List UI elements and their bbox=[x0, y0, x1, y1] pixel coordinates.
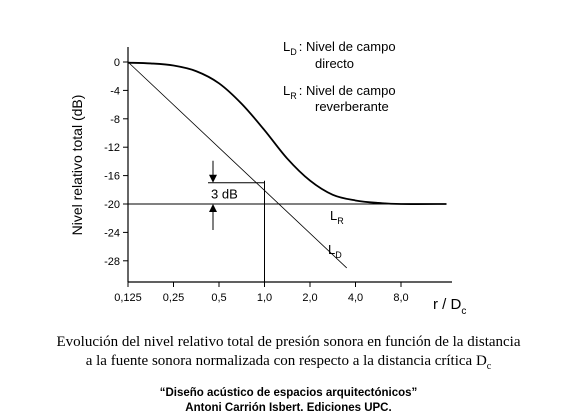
x-axis-label-main: r / D bbox=[433, 296, 461, 313]
curve-label-lr: LR bbox=[330, 208, 344, 226]
legend-lr-sub: R bbox=[290, 91, 297, 101]
x-tick-label: 1,0 bbox=[257, 292, 272, 304]
caption-line2-text: a la fuente sonora normalizada con respe… bbox=[85, 353, 487, 369]
annotation-3db: 3 dB bbox=[209, 160, 238, 230]
y-tick-label: 0 bbox=[114, 57, 120, 69]
legend-ld-sub: D bbox=[290, 47, 297, 57]
curve-label-ld-main: L bbox=[328, 242, 335, 257]
credit-line1: “Diseño acústico de espacios arquitectón… bbox=[159, 387, 418, 399]
legend-ld-symbol: L bbox=[283, 39, 290, 54]
x-tick-label: 0,25 bbox=[163, 292, 184, 304]
caption-line1: Evolución del nivel relativo total de pr… bbox=[56, 334, 521, 350]
curve-label-ld-sub: D bbox=[335, 250, 342, 260]
x-axis-label-sub: c bbox=[461, 306, 466, 317]
annotation-label: 3 dB bbox=[211, 186, 238, 201]
x-axis-label: r / Dc bbox=[433, 296, 466, 317]
y-ticks: 0 -4 -8 -12 -16 -20 -24 -28 bbox=[104, 57, 128, 268]
series-line-total bbox=[127, 61, 447, 205]
legend-lr-line1: : Nivel de campo bbox=[299, 83, 396, 98]
y-tick-label: -20 bbox=[104, 199, 120, 211]
x-tick-label: 0,125 bbox=[114, 292, 142, 304]
legend-ld-line2: directo bbox=[315, 56, 354, 71]
y-tick-label: -12 bbox=[104, 142, 120, 154]
legend-lr-line2: reverberante bbox=[315, 99, 389, 114]
legend-entry-lr: LR: Nivel de campo bbox=[283, 83, 396, 101]
y-axis-label: Nivel relativo total (dB) bbox=[69, 95, 85, 236]
series-line-ld bbox=[127, 61, 348, 269]
caption-line2-sub: c bbox=[486, 361, 492, 372]
annotation-arrowhead-top bbox=[209, 174, 217, 183]
y-tick-label: -4 bbox=[110, 85, 120, 97]
x-tick-label: 8,0 bbox=[393, 292, 408, 304]
y-tick-label: -24 bbox=[104, 227, 120, 239]
curve-label-lr-main: L bbox=[330, 208, 337, 223]
x-ticks: 0,125 0,25 0,5 1,0 2,0 4,0 8,0 bbox=[114, 282, 409, 304]
figure-caption: Evolución del nivel relativo total de pr… bbox=[0, 333, 577, 376]
figure-credit: “Diseño acústico de espacios arquitectón… bbox=[0, 386, 577, 416]
credit-line2: Antoni Carrión Isbert. Ediciones UPC. bbox=[185, 402, 392, 414]
curve-label-ld: LD bbox=[328, 242, 342, 260]
y-tick-label: -16 bbox=[104, 171, 120, 183]
curve-label-lr-sub: R bbox=[337, 216, 344, 226]
y-tick-label: -8 bbox=[110, 114, 120, 126]
legend-lr-symbol: L bbox=[283, 83, 290, 98]
legend-entry-ld: LD: Nivel de campo bbox=[283, 39, 396, 57]
caption-line2: a la fuente sonora normalizada con respe… bbox=[0, 352, 577, 376]
x-tick-label: 2,0 bbox=[302, 292, 317, 304]
y-tick-label: -28 bbox=[104, 256, 120, 268]
x-tick-label: 4,0 bbox=[348, 292, 363, 304]
x-tick-label: 0,5 bbox=[211, 292, 226, 304]
legend-ld-line1: : Nivel de campo bbox=[299, 39, 396, 54]
annotation-arrowhead-bottom bbox=[209, 204, 217, 212]
legend: LD: Nivel de campo directo LR: Nivel de … bbox=[283, 39, 396, 114]
